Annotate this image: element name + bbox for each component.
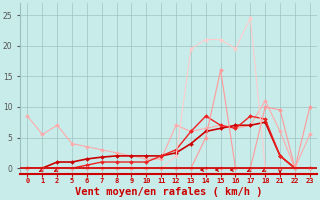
X-axis label: Vent moyen/en rafales ( km/h ): Vent moyen/en rafales ( km/h ) xyxy=(75,187,262,197)
